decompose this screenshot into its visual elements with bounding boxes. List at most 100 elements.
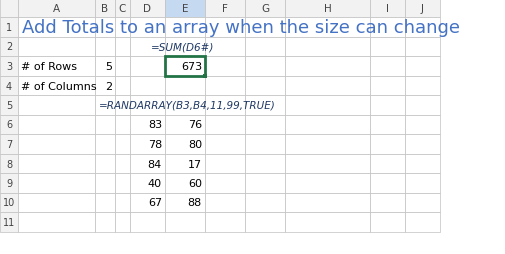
Bar	[285, 38, 370, 57]
Bar	[405, 134, 440, 154]
Bar	[370, 173, 405, 193]
Text: 3: 3	[6, 62, 12, 72]
Text: G: G	[261, 4, 269, 14]
Text: =RANDARRAY(B3,B4,11,99,TRUE): =RANDARRAY(B3,B4,11,99,TRUE)	[99, 101, 276, 110]
Bar	[130, 212, 165, 232]
Bar	[18, 134, 95, 154]
Bar	[285, 116, 370, 134]
Bar	[165, 38, 205, 57]
Text: 6: 6	[6, 120, 12, 130]
Bar	[115, 38, 130, 57]
Bar	[370, 18, 405, 38]
Bar	[95, 116, 115, 134]
Bar	[0, 116, 18, 134]
Bar	[115, 57, 130, 77]
Bar	[165, 173, 205, 193]
Bar	[285, 96, 370, 116]
Bar	[115, 212, 130, 232]
Bar	[0, 154, 18, 173]
Bar	[405, 0, 440, 18]
Bar	[205, 193, 245, 212]
Bar	[205, 38, 245, 57]
Bar	[245, 116, 285, 134]
Text: 2: 2	[105, 81, 112, 91]
Bar	[370, 77, 405, 96]
Bar	[18, 193, 95, 212]
Bar	[205, 18, 245, 38]
Bar	[115, 193, 130, 212]
Bar	[115, 0, 130, 18]
Bar	[0, 38, 18, 57]
Bar	[115, 134, 130, 154]
Bar	[0, 173, 18, 193]
Bar	[95, 38, 115, 57]
Text: D: D	[143, 4, 152, 14]
Bar	[130, 134, 165, 154]
Bar	[205, 77, 245, 96]
Bar	[245, 96, 285, 116]
Bar	[405, 116, 440, 134]
Bar	[405, 173, 440, 193]
Bar	[245, 154, 285, 173]
Text: 60: 60	[188, 178, 202, 188]
Bar	[115, 96, 130, 116]
Bar	[165, 18, 205, 38]
Text: H: H	[324, 4, 331, 14]
Text: C: C	[119, 4, 126, 14]
Bar	[130, 96, 165, 116]
Bar	[18, 77, 95, 96]
Bar	[285, 173, 370, 193]
Bar	[370, 193, 405, 212]
Bar	[165, 57, 205, 77]
Text: 4: 4	[6, 81, 12, 91]
Bar	[95, 0, 115, 18]
Bar	[285, 154, 370, 173]
Bar	[245, 57, 285, 77]
Bar	[245, 38, 285, 57]
Text: 40: 40	[148, 178, 162, 188]
Bar	[285, 212, 370, 232]
Bar	[245, 134, 285, 154]
Bar	[130, 154, 165, 173]
Bar	[165, 57, 205, 77]
Bar	[165, 0, 205, 18]
Bar	[18, 38, 95, 57]
Bar	[130, 38, 165, 57]
Bar	[130, 18, 165, 38]
Text: 8: 8	[6, 159, 12, 169]
Bar	[18, 173, 95, 193]
Bar	[245, 193, 285, 212]
Text: A: A	[53, 4, 60, 14]
Text: 83: 83	[148, 120, 162, 130]
Bar	[285, 0, 370, 18]
Bar	[245, 173, 285, 193]
Bar	[115, 77, 130, 96]
Bar	[130, 77, 165, 96]
Bar	[405, 77, 440, 96]
Bar	[285, 193, 370, 212]
Bar	[245, 77, 285, 96]
Bar	[18, 96, 95, 116]
Bar	[285, 57, 370, 77]
Bar	[0, 212, 18, 232]
Bar	[115, 116, 130, 134]
Text: # of Columns: # of Columns	[21, 81, 96, 91]
Bar	[95, 57, 115, 77]
Bar	[405, 57, 440, 77]
Bar	[205, 134, 245, 154]
Text: 88: 88	[188, 198, 202, 208]
Text: 17: 17	[188, 159, 202, 169]
Bar	[95, 154, 115, 173]
Text: 80: 80	[188, 139, 202, 149]
Bar	[165, 193, 205, 212]
Bar	[95, 212, 115, 232]
Bar	[245, 0, 285, 18]
Text: Add Totals to an array when the size can change: Add Totals to an array when the size can…	[22, 19, 460, 37]
Bar	[0, 134, 18, 154]
Text: I: I	[386, 4, 389, 14]
Bar	[245, 212, 285, 232]
Bar	[205, 116, 245, 134]
Text: 10: 10	[3, 198, 15, 208]
Bar	[95, 134, 115, 154]
Bar	[405, 18, 440, 38]
